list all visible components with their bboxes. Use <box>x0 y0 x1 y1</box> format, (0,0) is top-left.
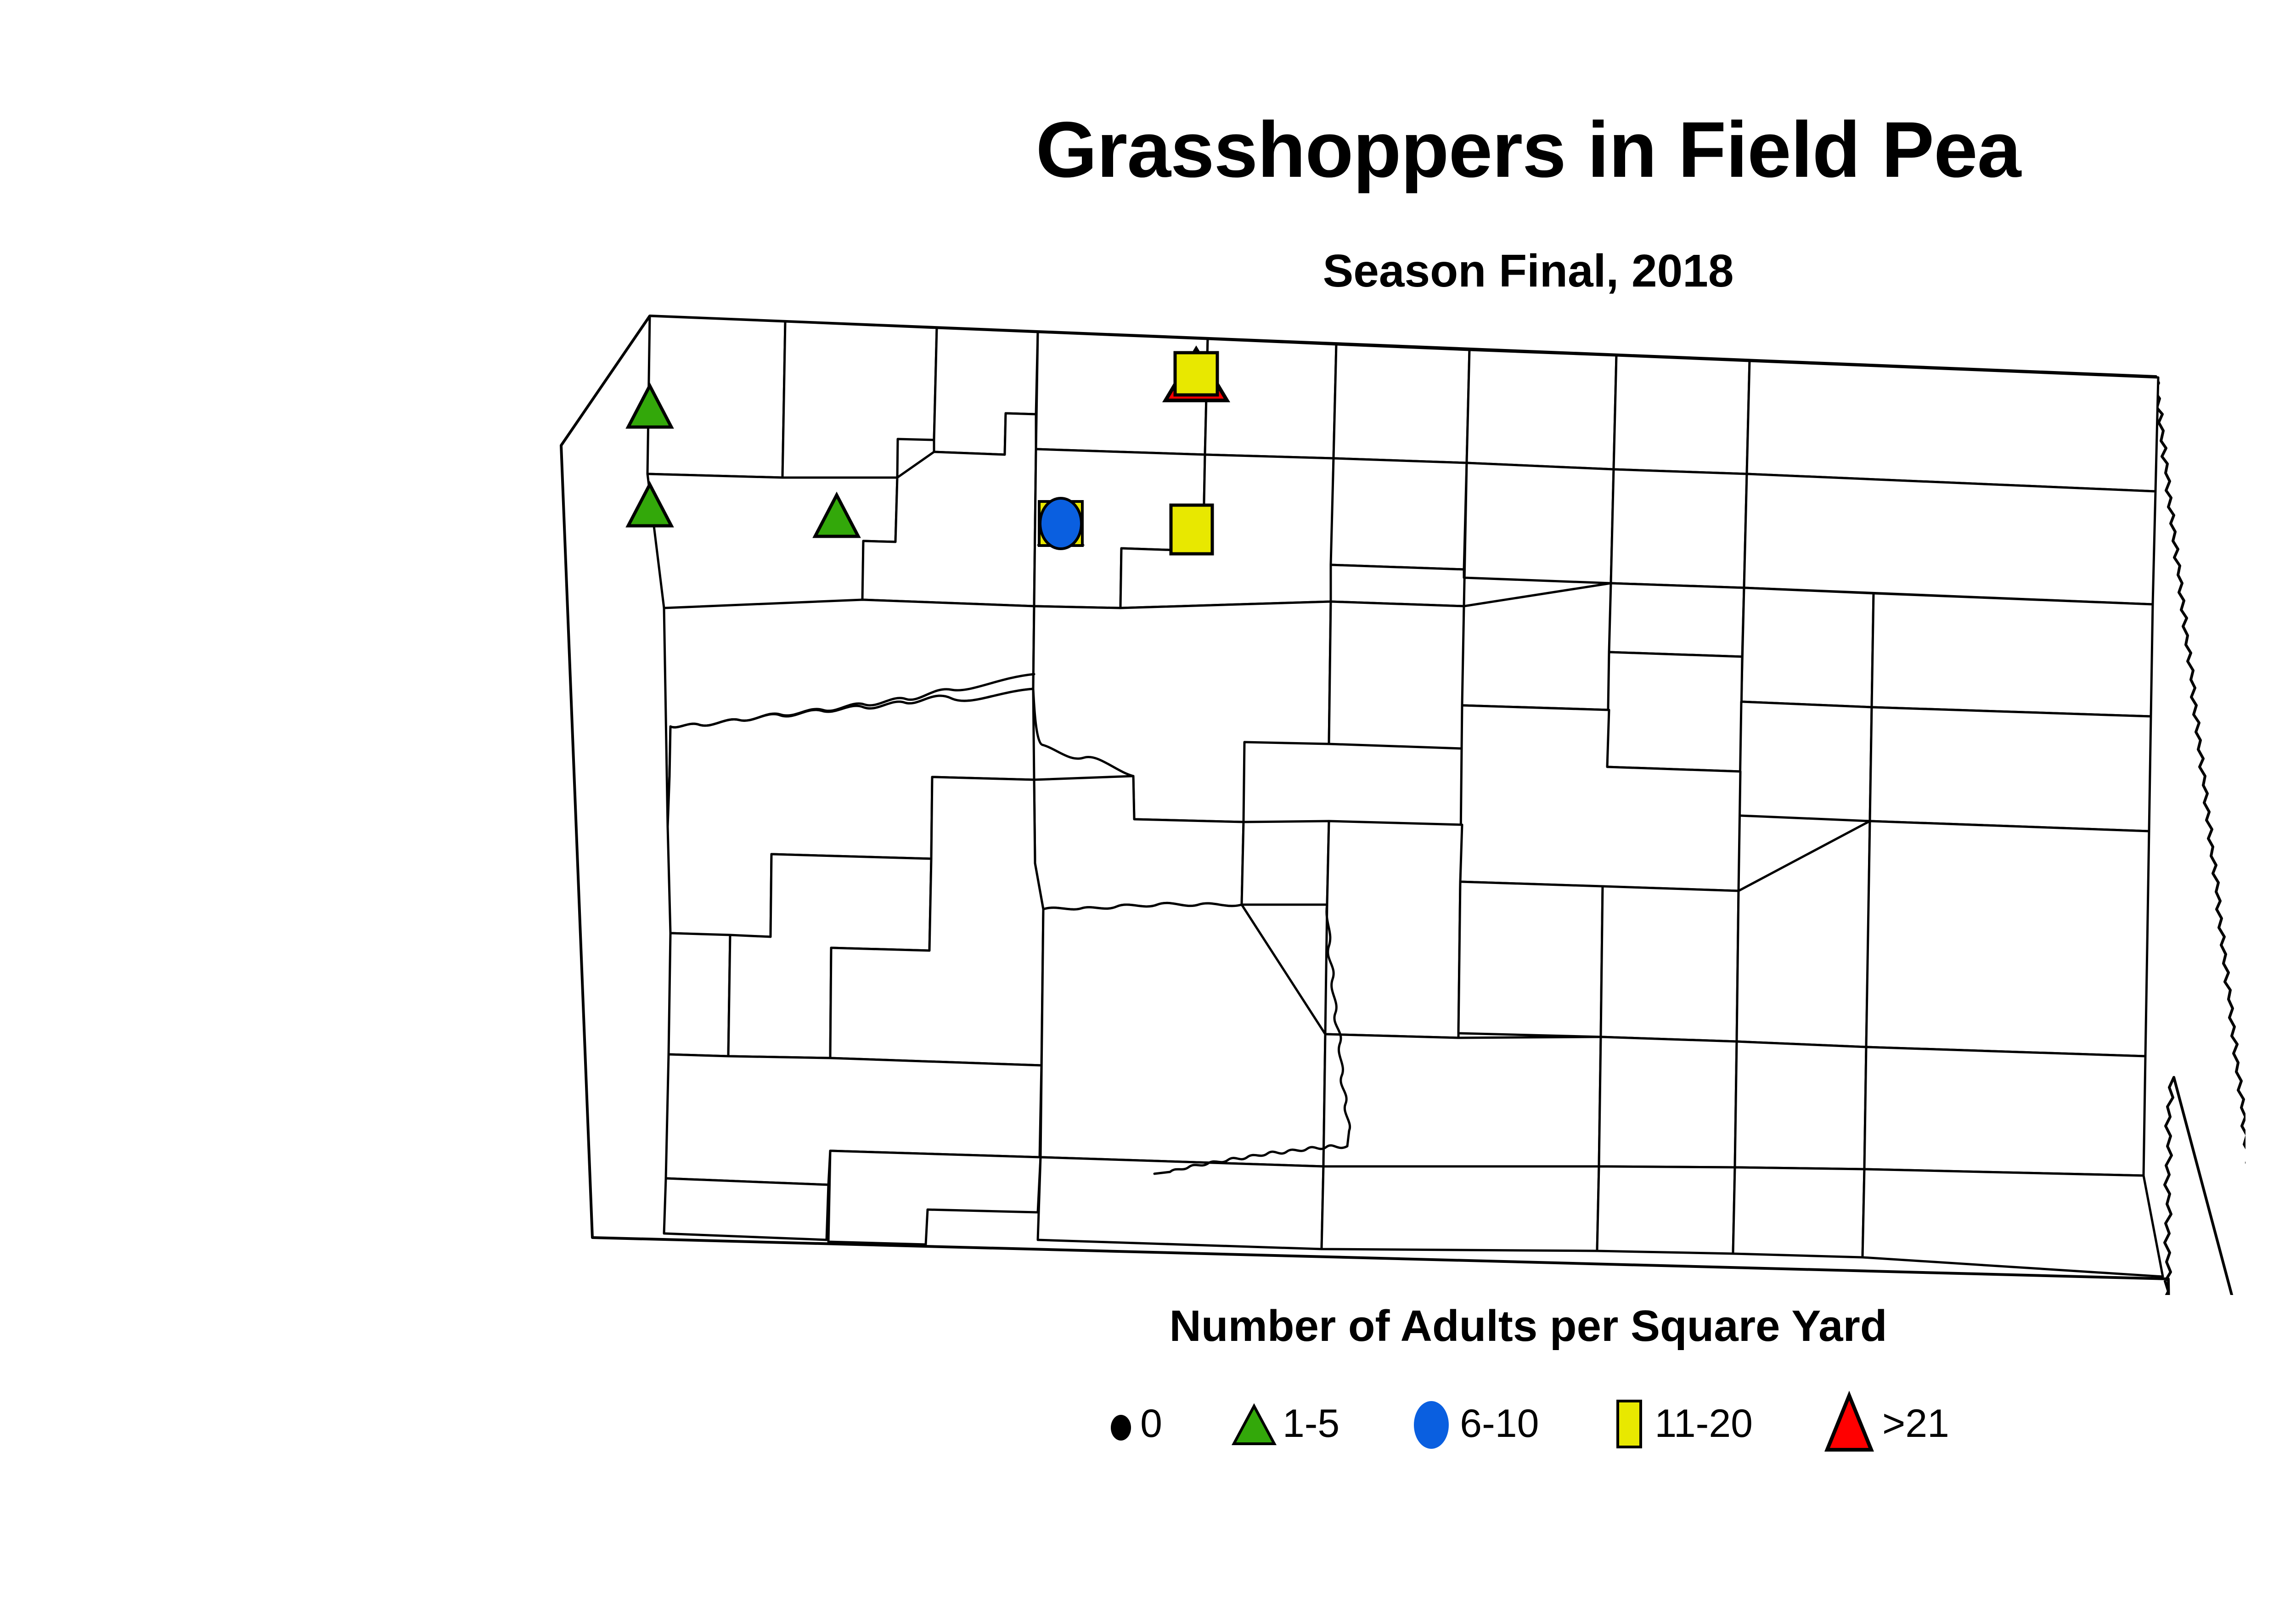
county-emmons <box>1320 1165 1600 1252</box>
dot-icon <box>1111 1415 1131 1441</box>
marker-triangle-1-5 <box>625 481 674 528</box>
legend-item-11-20: 11-20 <box>1608 1387 1753 1460</box>
legend-title: Number of Adults per Square Yard <box>1169 1301 1887 1351</box>
marker-triangle-1-5 <box>625 382 674 429</box>
county-golden-valley <box>667 932 732 1058</box>
legend-item-1-5: 1-5 <box>1231 1387 1339 1460</box>
county-nelson <box>1740 586 1875 709</box>
county-bowman <box>663 1177 830 1241</box>
county-stutsman <box>1599 885 1740 1043</box>
county-dickey <box>1732 1166 1866 1259</box>
north-dakota-county-map <box>556 294 2245 1295</box>
page-subtitle: Season Final, 2018 <box>1322 245 1734 297</box>
county-foster <box>1606 651 1744 773</box>
county-sioux <box>1036 1156 1325 1250</box>
missouri-river <box>1153 903 1351 1175</box>
legend-label-6-10: 6-10 <box>1460 1402 1539 1446</box>
county-griggs <box>1738 700 1873 822</box>
legend-label-11-20: 11-20 <box>1654 1402 1753 1446</box>
county-traill <box>1868 706 2152 833</box>
county-ramsey <box>1609 468 1748 589</box>
county-towner <box>1332 343 1471 464</box>
county-sheridan <box>1328 600 1465 750</box>
county-eddy <box>1608 582 1745 658</box>
county-divide <box>646 315 787 479</box>
legend: 0 1-5 6-10 11-20 >21 <box>0 1387 2296 1460</box>
county-steele-a <box>1870 592 2154 718</box>
marker-square-11-20 <box>1173 351 1219 397</box>
county-walsh <box>1745 360 2160 493</box>
county-pierce <box>1329 457 1468 571</box>
county-richland <box>1861 1168 2164 1278</box>
county-grand-forks <box>1743 473 2157 606</box>
page-title: Grasshoppers in Field Pea <box>1035 106 2021 194</box>
county-logan <box>1598 1036 1738 1169</box>
county-richland-n <box>1863 1046 2147 1177</box>
triangle-icon <box>1231 1403 1277 1445</box>
county-morton <box>1039 901 1327 1168</box>
marker-circle-6-10 <box>1039 497 1083 550</box>
lake-sakakawea <box>669 673 1035 729</box>
marker-square-11-20 <box>1169 503 1214 556</box>
marker-triangle-1-5 <box>812 491 861 538</box>
map-markers <box>625 345 1231 556</box>
legend-label-1-5: 1-5 <box>1282 1402 1340 1446</box>
circle-icon <box>1414 1401 1449 1449</box>
legend-item-over-21: >21 <box>1822 1387 1949 1460</box>
county-oliver <box>1240 820 1330 906</box>
county-pembina <box>1612 354 1751 475</box>
county-wells <box>1461 582 1612 711</box>
county-outlines <box>560 315 2245 1295</box>
triangle-red-icon <box>1824 1390 1874 1452</box>
legend-item-6-10: 6-10 <box>1408 1387 1539 1460</box>
legend-label-over-21: >21 <box>1882 1402 1949 1446</box>
county-burleigh <box>1324 820 1463 1039</box>
county-cass <box>1865 820 2150 1058</box>
square-icon <box>1616 1400 1643 1448</box>
county-mcintosh <box>1596 1165 1736 1255</box>
county-emmons-n <box>1322 1033 1602 1168</box>
county-williams <box>646 473 899 617</box>
legend-item-0: 0 <box>1107 1387 1162 1460</box>
county-ransom <box>1733 1040 1868 1171</box>
legend-label-0: 0 <box>1140 1402 1162 1446</box>
county-cavalier <box>1465 349 1618 471</box>
county-kidder <box>1457 880 1604 1038</box>
